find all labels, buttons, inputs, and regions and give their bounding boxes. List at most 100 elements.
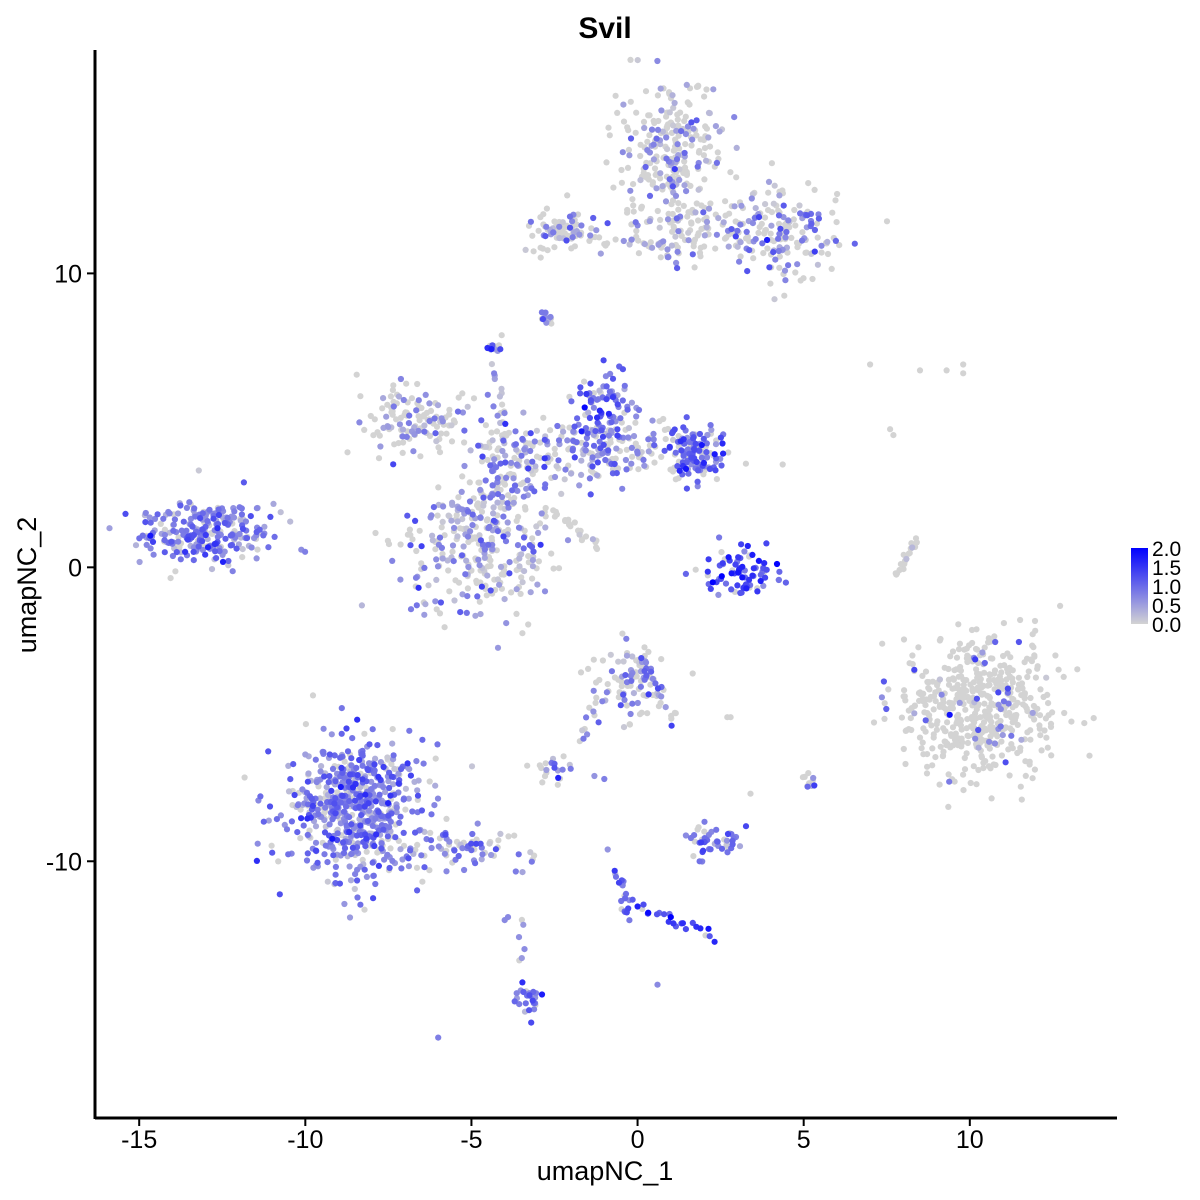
cell-point: [331, 800, 338, 807]
cell-point: [190, 548, 197, 556]
cell-point: [590, 656, 597, 663]
cell-point: [614, 109, 621, 116]
cell-point: [629, 453, 636, 460]
cell-point: [473, 840, 480, 847]
cell-point: [142, 509, 149, 517]
cell-point: [918, 745, 925, 752]
cell-point: [712, 245, 719, 252]
cell-point: [653, 185, 660, 192]
cell-point: [701, 232, 708, 239]
cell-point: [564, 437, 571, 444]
cell-point: [773, 560, 781, 568]
cell-point: [440, 503, 447, 510]
cell-point: [512, 428, 519, 435]
cell-point: [590, 442, 598, 449]
cell-point: [824, 238, 831, 245]
cell-point: [666, 443, 673, 450]
cell-point: [357, 393, 364, 400]
cell-point: [291, 791, 298, 799]
cell-point: [268, 842, 275, 849]
cell-point: [257, 793, 264, 800]
cell-point: [574, 211, 582, 218]
cell-point: [755, 229, 762, 236]
cell-point: [760, 582, 767, 590]
cell-point: [737, 253, 744, 260]
cell-point: [538, 510, 545, 517]
cell-point: [741, 548, 748, 555]
cell-point: [239, 525, 247, 533]
cell-point: [438, 524, 445, 531]
cell-point: [358, 812, 365, 819]
cell-point: [512, 441, 520, 448]
cell-point: [167, 575, 174, 582]
cell-point: [1004, 685, 1012, 692]
cell-point: [385, 541, 393, 548]
cell-point: [254, 840, 261, 847]
cell-point: [393, 804, 400, 811]
cell-point: [285, 762, 292, 770]
cell-point: [413, 407, 420, 414]
cell-point: [666, 176, 673, 183]
cell-point: [691, 832, 698, 839]
cell-point: [380, 783, 387, 791]
cell-point: [150, 551, 157, 558]
cell-point: [611, 460, 618, 468]
cell-point: [510, 499, 517, 506]
cell-point: [961, 693, 968, 700]
cell-point: [909, 652, 916, 659]
cell-point: [579, 727, 586, 734]
cell-point: [617, 702, 624, 709]
cell-point: [378, 840, 385, 847]
cell-point: [502, 459, 509, 466]
cell-point: [396, 421, 403, 428]
cell-point: [694, 232, 701, 239]
cell-point: [1045, 712, 1052, 719]
cell-point: [694, 483, 701, 490]
cell-point: [870, 719, 878, 726]
cell-point: [427, 407, 435, 414]
cell-point: [551, 218, 558, 225]
cell-point: [435, 444, 442, 451]
cell-point: [488, 361, 495, 368]
cell-point: [1005, 700, 1012, 707]
cell-point: [960, 361, 967, 368]
cell-point: [351, 885, 358, 893]
cell-point: [924, 763, 931, 770]
cell-point: [412, 574, 420, 581]
cell-point: [635, 250, 643, 257]
cell-point: [1015, 674, 1023, 681]
cell-point: [600, 441, 607, 448]
cell-point: [354, 772, 361, 779]
cell-point: [556, 234, 563, 242]
cell-point: [692, 209, 699, 216]
cell-point: [600, 357, 607, 364]
cell-point: [385, 800, 392, 807]
cell-point: [581, 404, 588, 411]
cell-point: [260, 818, 267, 825]
cell-point: [526, 542, 533, 549]
cell-point: [1030, 644, 1037, 651]
cell-point: [941, 728, 949, 735]
cell-point: [472, 612, 479, 619]
cell-point: [718, 549, 725, 556]
cell-point: [434, 563, 442, 570]
cell-point: [415, 397, 422, 404]
cell-point: [628, 677, 635, 685]
cell-point: [1034, 663, 1041, 670]
cell-point: [430, 504, 437, 511]
cell-point: [1018, 796, 1025, 803]
cell-point: [407, 847, 414, 854]
cell-point: [570, 428, 577, 435]
cell-point: [683, 81, 690, 88]
cell-point: [487, 462, 494, 469]
cell-point: [389, 726, 396, 733]
cell-point: [782, 579, 790, 586]
cell-point: [390, 461, 397, 468]
cell-point: [270, 500, 277, 507]
cell-point: [520, 988, 527, 996]
cell-point: [517, 590, 524, 598]
cell-point: [690, 125, 697, 132]
cell-point: [578, 537, 586, 544]
cell-point: [796, 202, 803, 209]
cell-point: [695, 217, 702, 224]
